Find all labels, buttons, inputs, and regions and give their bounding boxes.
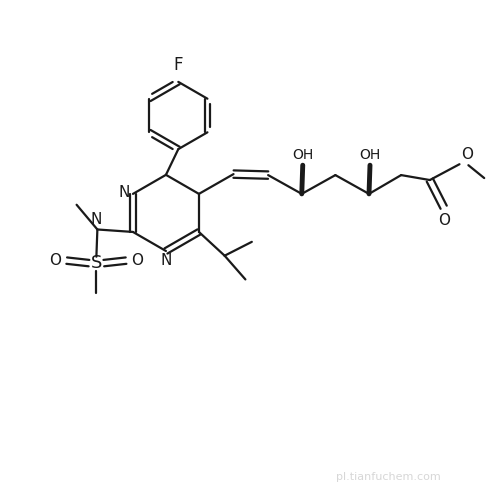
Text: S: S <box>90 254 102 272</box>
Text: O: O <box>49 253 61 268</box>
Text: N: N <box>160 254 172 268</box>
Text: N: N <box>118 185 130 200</box>
Text: OH: OH <box>360 148 380 162</box>
Text: O: O <box>131 253 143 268</box>
Text: OH: OH <box>292 148 314 162</box>
Text: N: N <box>90 212 102 226</box>
Text: pl.tianfuchem.com: pl.tianfuchem.com <box>336 472 441 482</box>
Text: O: O <box>462 147 473 162</box>
Text: F: F <box>174 56 183 74</box>
Text: O: O <box>438 213 450 228</box>
